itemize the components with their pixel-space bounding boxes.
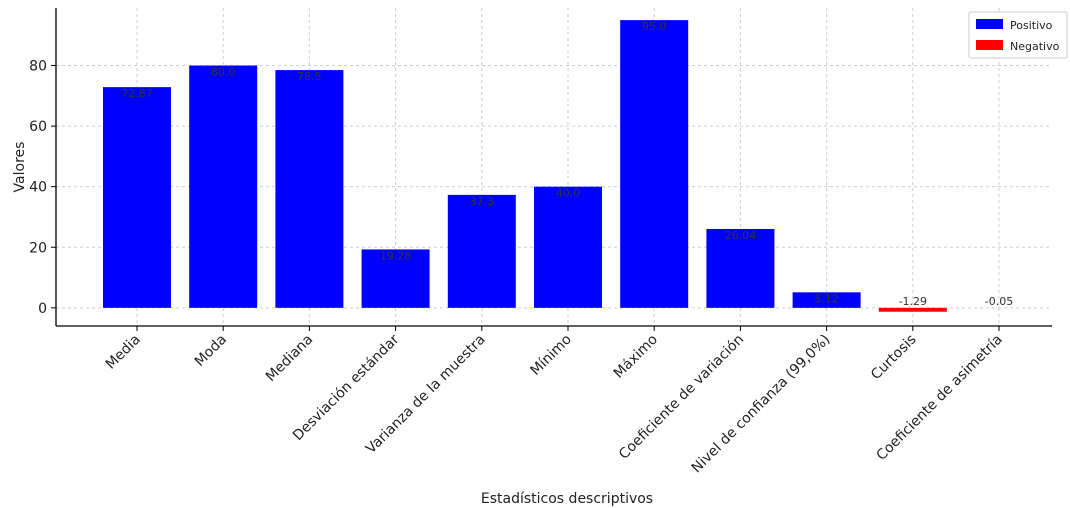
y-ticks: 0 20 40 60 80	[29, 59, 56, 317]
bar-value-label-2: 78.5	[297, 70, 322, 83]
y-tick-label-1: 20	[29, 240, 47, 256]
y-tick-label-3: 60	[29, 119, 47, 135]
bar-9	[878, 307, 947, 312]
y-axis-label: Valores	[12, 142, 28, 193]
bar-value-label-3: 19.28	[380, 249, 412, 262]
x-tick-label-9: Curtosis	[868, 332, 920, 384]
bar-8	[792, 292, 861, 308]
x-tick-label-2: Mediana	[263, 332, 316, 385]
bar-value-label-9: -1.29	[899, 295, 927, 308]
bar-value-label-5: 40.0	[556, 187, 581, 200]
bar-value-label-7: 26.04	[725, 229, 757, 242]
bar-5	[534, 186, 602, 308]
bar-value-label-1: 80.0	[211, 66, 236, 79]
legend-entry-positivo: Positivo	[1010, 19, 1053, 32]
legend-entry-negativo: Negativo	[1010, 40, 1060, 53]
bar-value-label-10: -0.05	[985, 295, 1013, 308]
bar-labels: 72.87 80.0 78.5 19.28 37.3 40.0 95.0 26.04 5.12 -…	[121, 20, 1013, 308]
x-tick-label-8: Nivel de confianza (99,0%)	[689, 332, 834, 477]
x-axis-label: Estadísticos descriptivos	[481, 491, 653, 507]
bar-6	[620, 20, 689, 308]
bar-2	[275, 70, 344, 308]
bar-1	[189, 65, 258, 308]
y-tick-label-0: 0	[38, 301, 47, 317]
bar-4	[447, 194, 516, 308]
legend: Positivo Negativo	[968, 11, 1068, 59]
bar-0	[103, 87, 171, 308]
bar-value-label-4: 37.3	[470, 195, 495, 208]
x-tick-label-5: Mínimo	[527, 332, 574, 379]
bar-value-label-0: 72.87	[121, 87, 153, 100]
bar-7	[706, 228, 775, 308]
legend-swatch-positivo	[976, 19, 1003, 29]
y-tick-label-4: 80	[29, 59, 47, 75]
x-tick-label-6: Máximo	[611, 332, 661, 382]
bar-3	[361, 249, 430, 308]
bar-value-label-6: 95.0	[642, 20, 667, 33]
x-tick-label-1: Moda	[192, 332, 230, 370]
bars	[103, 20, 947, 312]
x-tick-label-0: Media	[103, 332, 144, 373]
y-tick-label-2: 40	[29, 180, 47, 196]
bar-value-label-8: 5.12	[814, 292, 839, 305]
axes	[55, 8, 1052, 327]
legend-swatch-negativo	[976, 40, 1003, 50]
